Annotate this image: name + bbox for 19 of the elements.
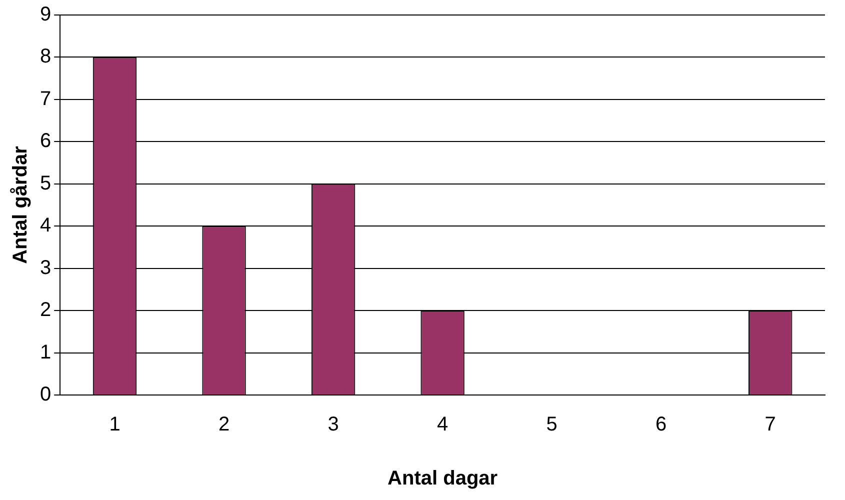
y-tick-label: 9 [40,4,52,26]
y-tick-label: 3 [40,256,52,279]
y-tick-label: 0 [40,384,52,406]
y-tick-label: 6 [40,130,52,152]
x-tick-label: 5 [546,414,558,436]
x-axis-title: Antal dagar [388,468,498,490]
x-tick-label: 1 [109,414,120,436]
y-tick-label: 2 [40,299,52,322]
x-tick-label: 2 [218,414,230,436]
y-axis-title: Antal gårdar [10,146,32,264]
x-tick-label: 3 [328,414,339,436]
y-tick-label: 1 [40,341,52,364]
x-tick-label: 6 [656,414,667,436]
y-tick-label: 7 [40,88,52,110]
y-tick-label: 4 [40,214,52,237]
x-tick-label: 7 [764,414,776,436]
y-tick-label: 8 [40,46,52,68]
y-tick-label: 5 [40,172,52,194]
x-tick-label: 4 [437,414,448,436]
